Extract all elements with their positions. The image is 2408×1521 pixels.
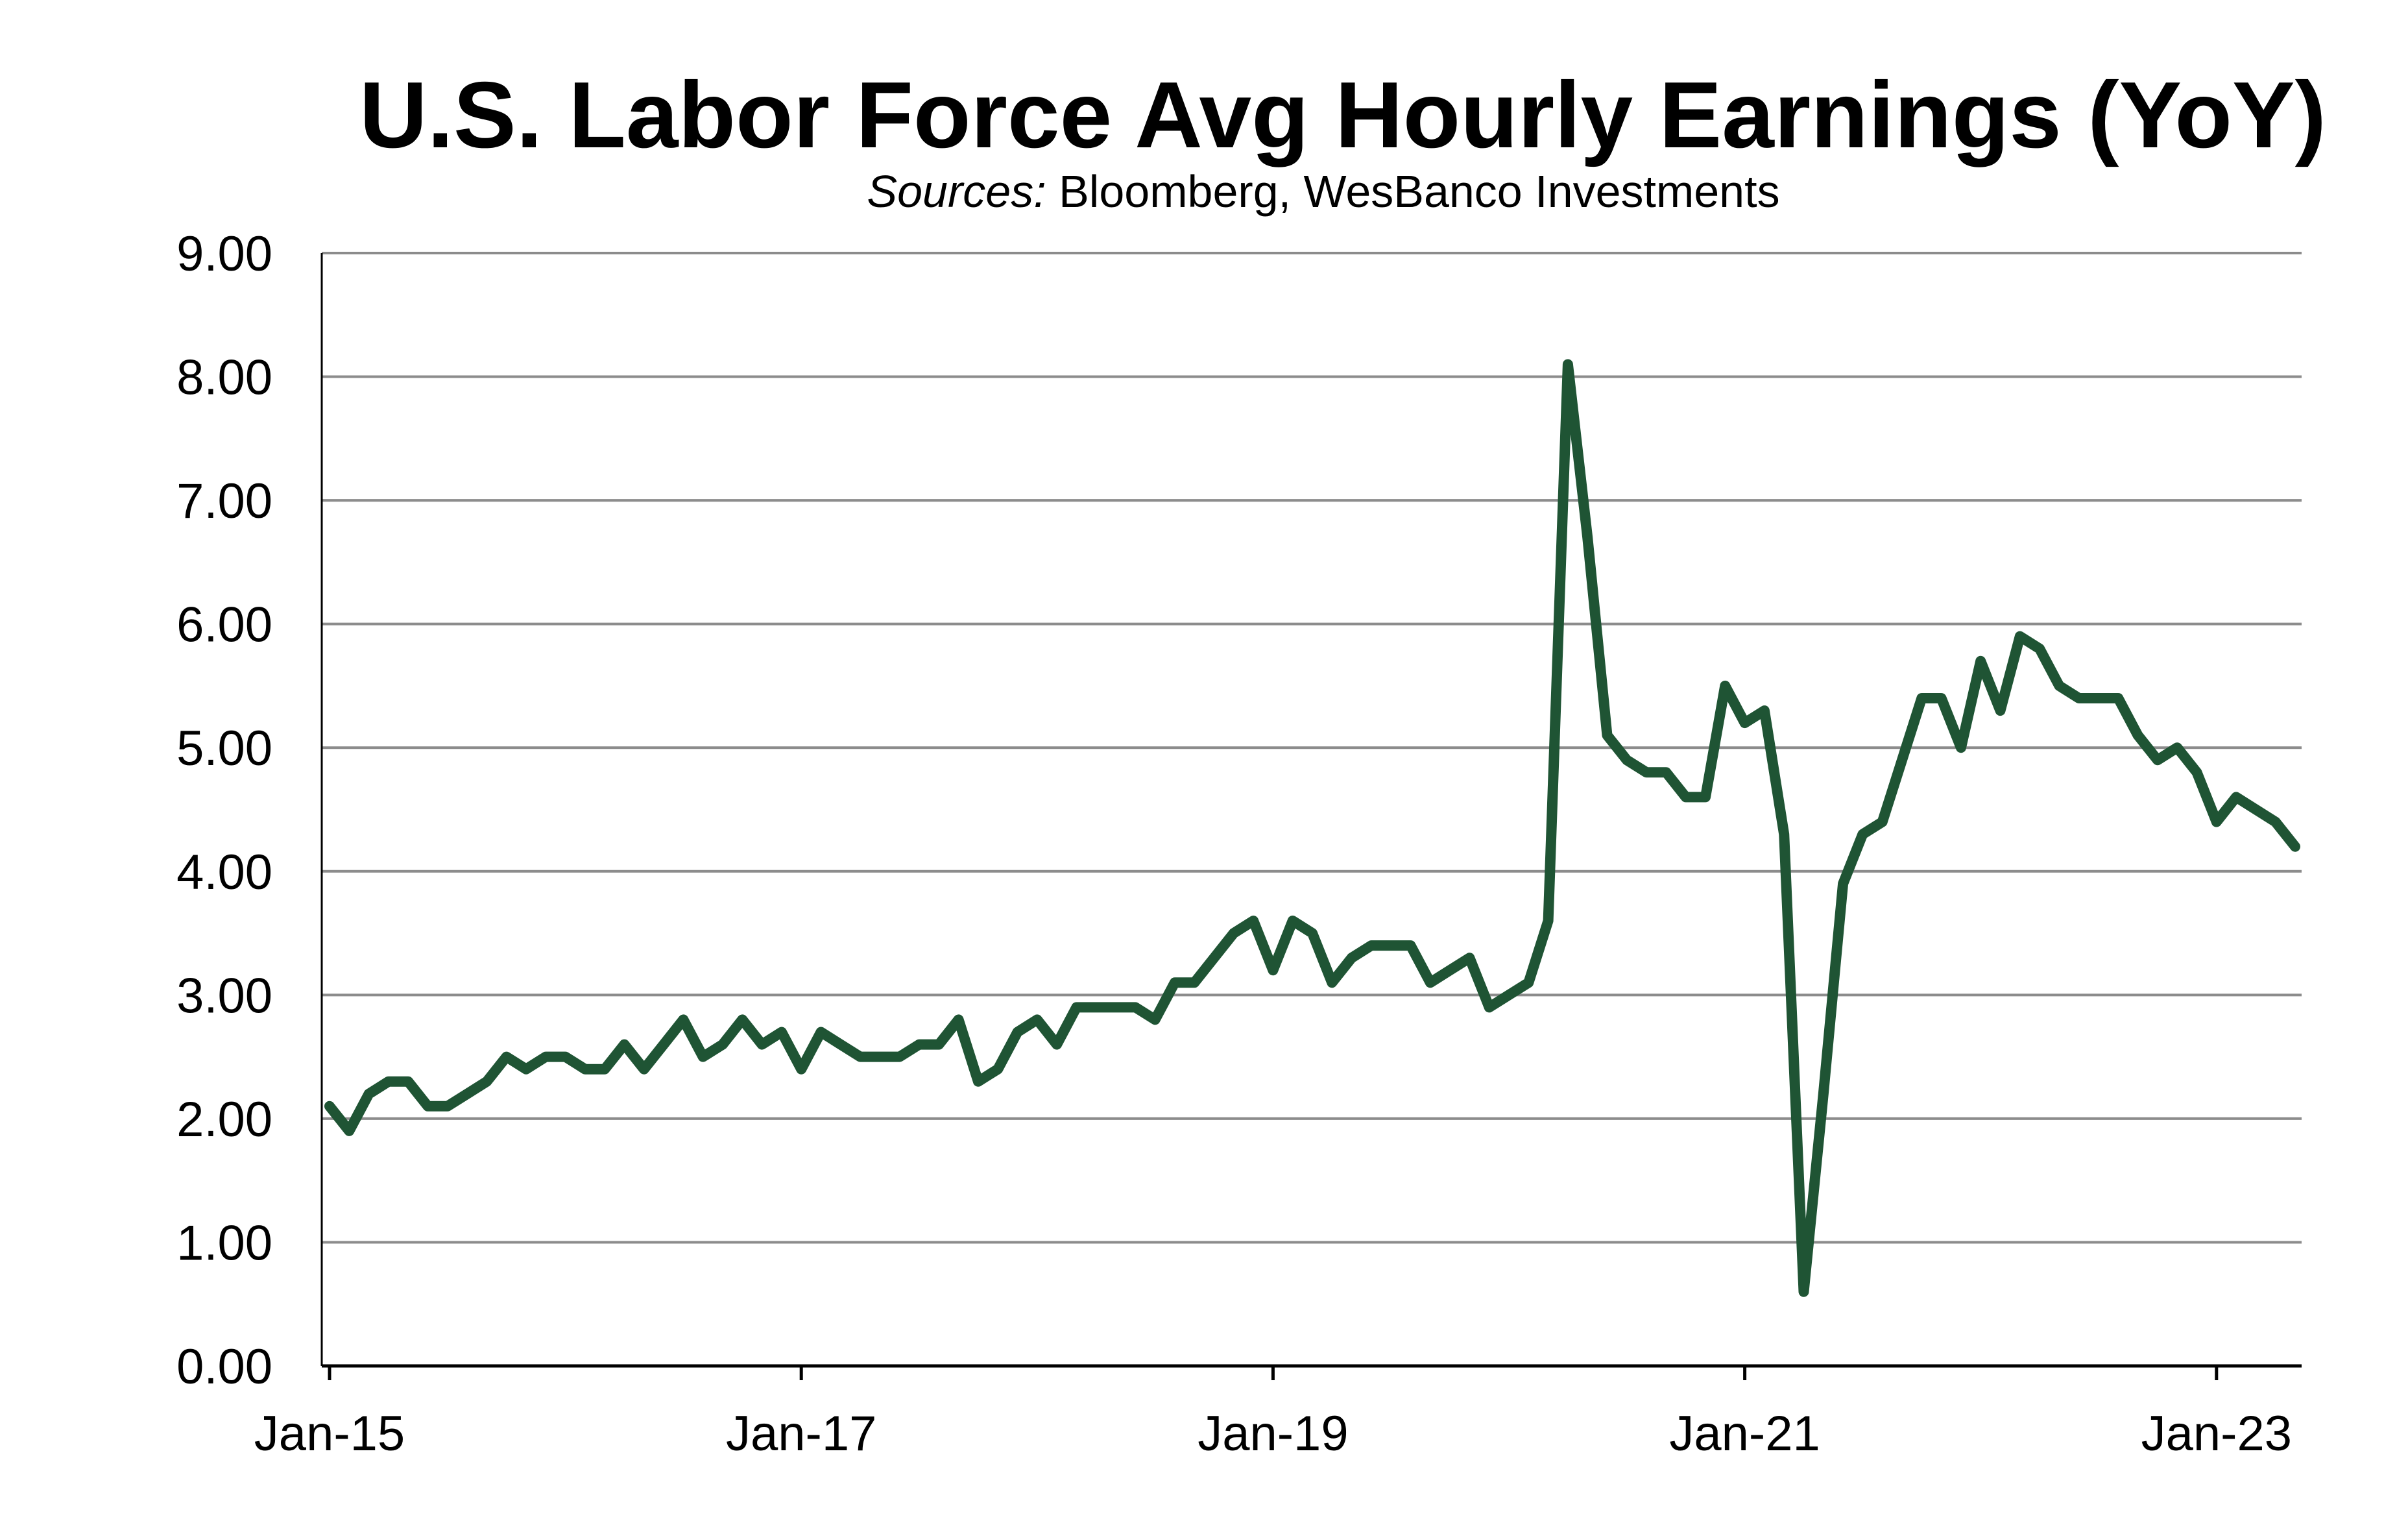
y-tick-label: 1.00: [176, 1215, 272, 1271]
y-axis-tick-labels: 0.00 1.00 2.00 3.00 4.00 5.00 6.00 7.00 8.00 9.00: [176, 226, 272, 1394]
chart-subtitle: Sources: Bloomberg, WesBanco Investments: [0, 162, 2408, 221]
subtitle-source-text: Bloomberg, WesBanco Investments: [1059, 166, 1780, 217]
y-tick-label: 6.00: [176, 598, 272, 653]
y-tick-label: 7.00: [176, 474, 272, 529]
x-tick-label: Jan-21: [1669, 1406, 1820, 1461]
y-tick-label: 2.00: [176, 1092, 272, 1147]
x-tick-label: Jan-17: [726, 1406, 876, 1461]
y-tick-label: 8.00: [176, 350, 272, 406]
x-tick-label: Jan-23: [2141, 1406, 2292, 1461]
x-tick-label: Jan-15: [254, 1406, 405, 1461]
x-axis-tick-labels: Jan-15 Jan-17 Jan-19 Jan-21 Jan-23: [254, 1406, 2292, 1461]
series-line: [324, 359, 2300, 1297]
y-tick-label: 3.00: [176, 968, 272, 1023]
subtitle-source-label: Sources:: [867, 166, 1046, 217]
y-tick-label: 0.00: [176, 1339, 272, 1394]
y-tick-label: 9.00: [176, 226, 272, 282]
axes: [320, 253, 2302, 1380]
series-layer: [324, 359, 2300, 1297]
chart-title: U.S. Labor Force Avg Hourly Earnings (Yo…: [359, 62, 2326, 167]
y-tick-label: 4.00: [176, 845, 272, 900]
x-tick-label: Jan-19: [1198, 1406, 1348, 1461]
gridlines: [322, 252, 2302, 1244]
y-tick-label: 5.00: [176, 721, 272, 776]
